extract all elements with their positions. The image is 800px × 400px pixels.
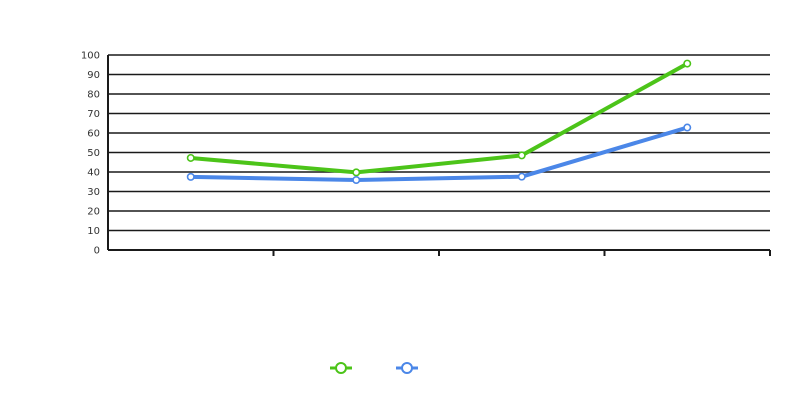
legend-marker — [335, 362, 347, 374]
series-line — [188, 61, 690, 175]
y-tick-label: 40 — [87, 168, 100, 179]
y-tick-label: 100 — [81, 51, 100, 62]
data-point — [683, 59, 692, 68]
y-axis-ticks: 0 10 20 30 40 50 60 70 80 90 100 — [81, 51, 100, 257]
y-tick-label: 20 — [87, 207, 100, 218]
y-tick-label: 90 — [87, 70, 100, 81]
legend-item — [396, 362, 418, 374]
data-point — [352, 168, 361, 177]
data-point — [517, 172, 526, 181]
data-point — [683, 123, 692, 132]
data-point — [352, 175, 361, 184]
grid-lines — [108, 54, 770, 232]
y-tick-label: 0 — [94, 246, 100, 257]
data-point — [186, 172, 195, 181]
y-tick-label: 50 — [87, 148, 100, 159]
legend-item — [330, 362, 352, 374]
y-tick-label: 60 — [87, 129, 100, 140]
data-point — [517, 151, 526, 160]
series-group — [186, 59, 692, 184]
y-tick-label: 70 — [87, 109, 100, 120]
series-line — [188, 125, 690, 182]
y-tick-label: 10 — [87, 226, 100, 237]
x-axis-ticks — [272, 250, 771, 256]
y-tick-label: 80 — [87, 90, 100, 101]
y-tick-label: 30 — [87, 187, 100, 198]
legend-marker — [401, 362, 413, 374]
data-point — [186, 153, 195, 162]
legend — [330, 362, 418, 374]
